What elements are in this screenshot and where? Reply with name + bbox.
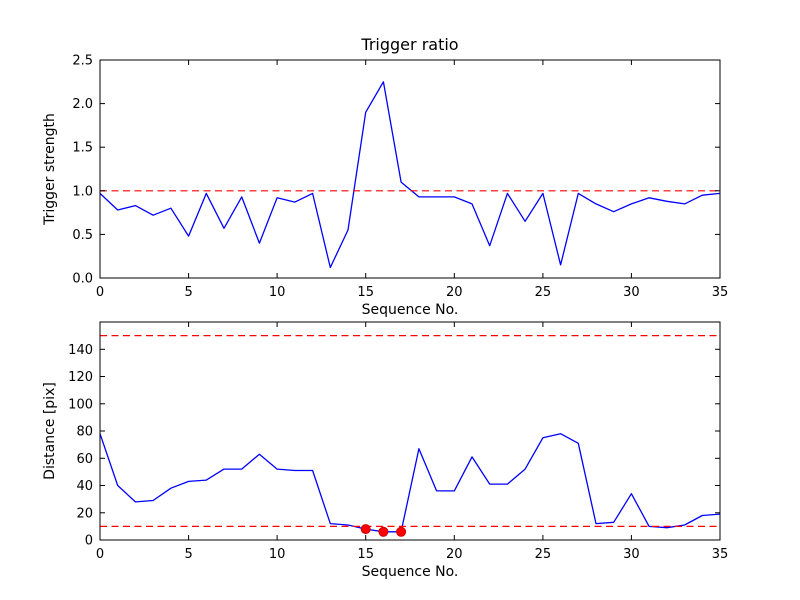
subplot-2: 0 5 10 15 20 25 30 35 0 20 40 60 80 100 120 140 Sequence…: [42, 321, 729, 580]
x-tick-label: 5: [184, 285, 192, 300]
x-tick-label: 35: [712, 285, 729, 300]
axes-frame: [99, 59, 721, 279]
x-tick-label: 25: [535, 285, 552, 300]
y-tick-label: 2.0: [72, 97, 93, 112]
chart-title: Trigger ratio: [360, 35, 458, 54]
y-tick-label: 20: [76, 506, 93, 521]
distance-line: [99, 433, 721, 533]
y-tick-label: 1.5: [72, 141, 93, 156]
y-tick-label: 140: [68, 343, 93, 358]
x-tick-label: 15: [357, 547, 374, 562]
y-tick-label: 1.0: [72, 184, 93, 199]
trigger-event-marker: [378, 526, 389, 537]
y-tick-label: 120: [68, 370, 93, 385]
x-tick-label: 0: [96, 547, 104, 562]
y-tick-label: 0.5: [72, 228, 93, 243]
y-tick-label: 0: [85, 534, 93, 549]
trigger-event-marker: [360, 524, 371, 535]
x-tick-label: 15: [357, 285, 374, 300]
x-tick-label: 10: [269, 547, 286, 562]
y-axis-label: Trigger strength: [42, 113, 58, 226]
x-tick-label: 30: [623, 547, 640, 562]
y-tick-label: 40: [76, 479, 93, 494]
x-tick-label: 35: [712, 547, 729, 562]
trigger-strength-line: [99, 81, 721, 269]
y-tick-label: 80: [76, 425, 93, 440]
x-tick-label: 30: [623, 285, 640, 300]
y-tick-label: 0.0: [72, 272, 93, 287]
y-tick-label: 60: [76, 452, 93, 467]
y-tick-label: 100: [68, 397, 93, 412]
trigger-event-marker: [396, 526, 407, 537]
x-axis-label: Sequence No.: [362, 302, 459, 318]
subplot-1: 0 5 10 15 20 25 30 35 0.0 0.5 1.0 1.5 2.0 2.5 Trigger …: [42, 35, 728, 318]
x-tick-label: 20: [446, 547, 463, 562]
x-tick-label: 25: [535, 547, 552, 562]
y-tick-label: 2.5: [72, 54, 93, 69]
x-tick-label: 0: [96, 285, 104, 300]
x-tick-label: 5: [184, 547, 192, 562]
x-tick-label: 10: [269, 285, 286, 300]
x-tick-label: 20: [446, 285, 463, 300]
x-axis-label: Sequence No.: [362, 564, 459, 580]
y-axis-label: Distance [pix]: [42, 382, 58, 480]
axes-frame: [99, 321, 721, 541]
